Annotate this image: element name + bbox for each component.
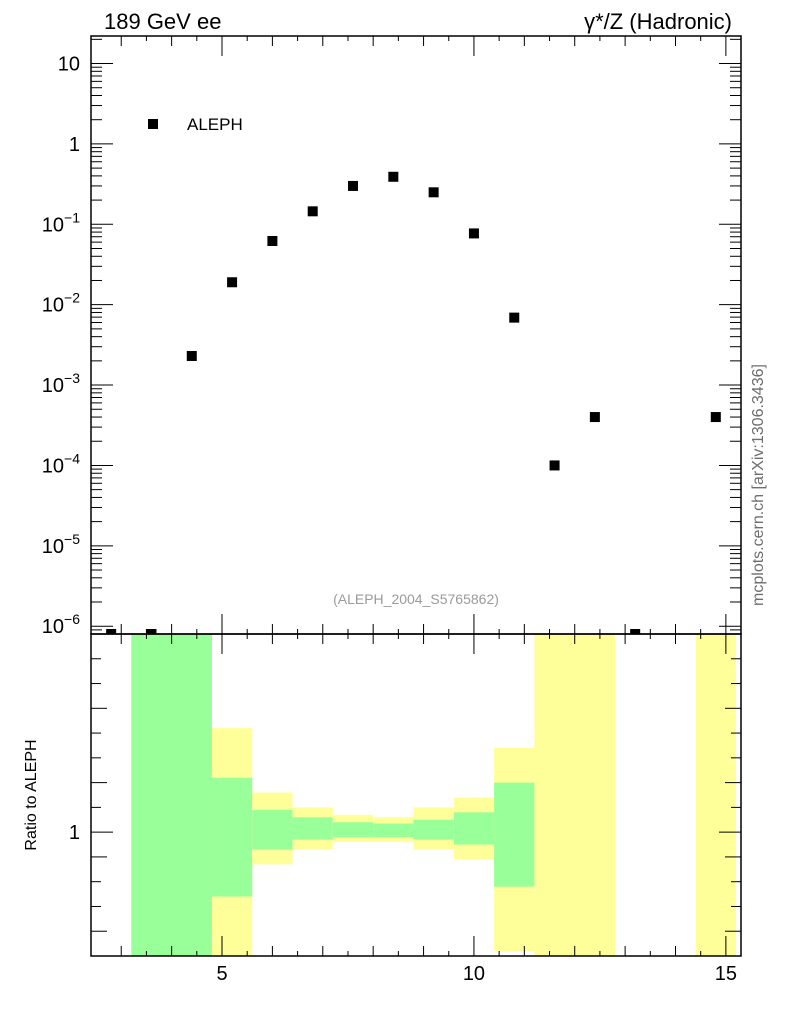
data-point-14 [710,412,721,423]
y-tick-label: 10−6 [42,611,80,638]
data-point-13 [630,629,641,634]
y-tick-label: 10−5 [42,531,80,558]
analysis-id-label: (ALEPH_2004_S5765862) [333,591,499,607]
y-tick-label-exponent: −5 [64,531,80,547]
ratio-bands [131,634,736,956]
green-band-6 [413,819,454,840]
green-band-4 [332,822,374,838]
green-band-3 [292,817,333,840]
watermark-text: mcplots.cern.ch [arXiv:1306.3436] [750,364,767,606]
header-right-title: γ*/Z (Hadronic) [584,9,732,34]
data-point-4 [267,235,278,246]
y-tick-label-base: 10 [42,375,64,397]
data-point-0 [106,629,117,634]
y-tick-label: 10−4 [42,450,80,477]
data-point-11 [549,460,560,471]
data-point-9 [468,228,479,239]
x-tick-label: 5 [216,963,227,985]
data-point-8 [428,187,439,198]
y-tick-label: 10−1 [42,209,80,236]
data-point-12 [589,412,600,423]
y-tick-label: 10−3 [42,370,80,397]
data-markers [106,171,721,634]
data-point-1 [146,629,157,634]
y-tick-label-exponent: −3 [64,370,80,386]
ratio-tick-label: 1 [69,822,80,844]
green-band-1 [211,777,253,897]
yellow-band-10 [695,634,736,956]
y-tick-label-base: 10 [42,616,64,638]
y-tick-label: 10−2 [42,290,80,317]
yellow-band-9 [534,634,616,956]
green-band-5 [373,823,414,838]
data-point-2 [186,350,197,361]
y-tick-label-base: 10 [42,295,64,317]
data-point-10 [509,312,520,323]
green-band-2 [252,809,293,850]
x-tick-label: 10 [463,963,485,985]
ratio-panel-frame [90,633,742,957]
legend-label: ALEPH [187,115,243,134]
y-tick-label-base: 10 [42,536,64,558]
y-tick-label-exponent: −2 [64,290,80,306]
ratio-axis-label: Ratio to ALEPH [23,739,40,850]
legend-marker [148,119,158,129]
data-point-3 [227,277,238,288]
y-tick-label-exponent: −6 [64,611,80,627]
y-tick-label: 1 [69,134,80,156]
y-tick-label-base: 10 [42,455,64,477]
green-band-7 [453,812,495,845]
y-tick-label: 10 [58,54,80,76]
y-tick-label-base: 10 [42,214,64,236]
x-tick-label: 15 [715,963,737,985]
data-point-5 [307,206,318,217]
header-left-title: 189 GeV ee [104,9,221,34]
green-band-8 [494,782,535,887]
data-point-6 [348,180,359,191]
green-band-0 [131,634,212,956]
data-point-7 [388,171,399,182]
y-tick-label-exponent: −1 [64,209,80,225]
y-tick-label-exponent: −4 [64,450,80,466]
